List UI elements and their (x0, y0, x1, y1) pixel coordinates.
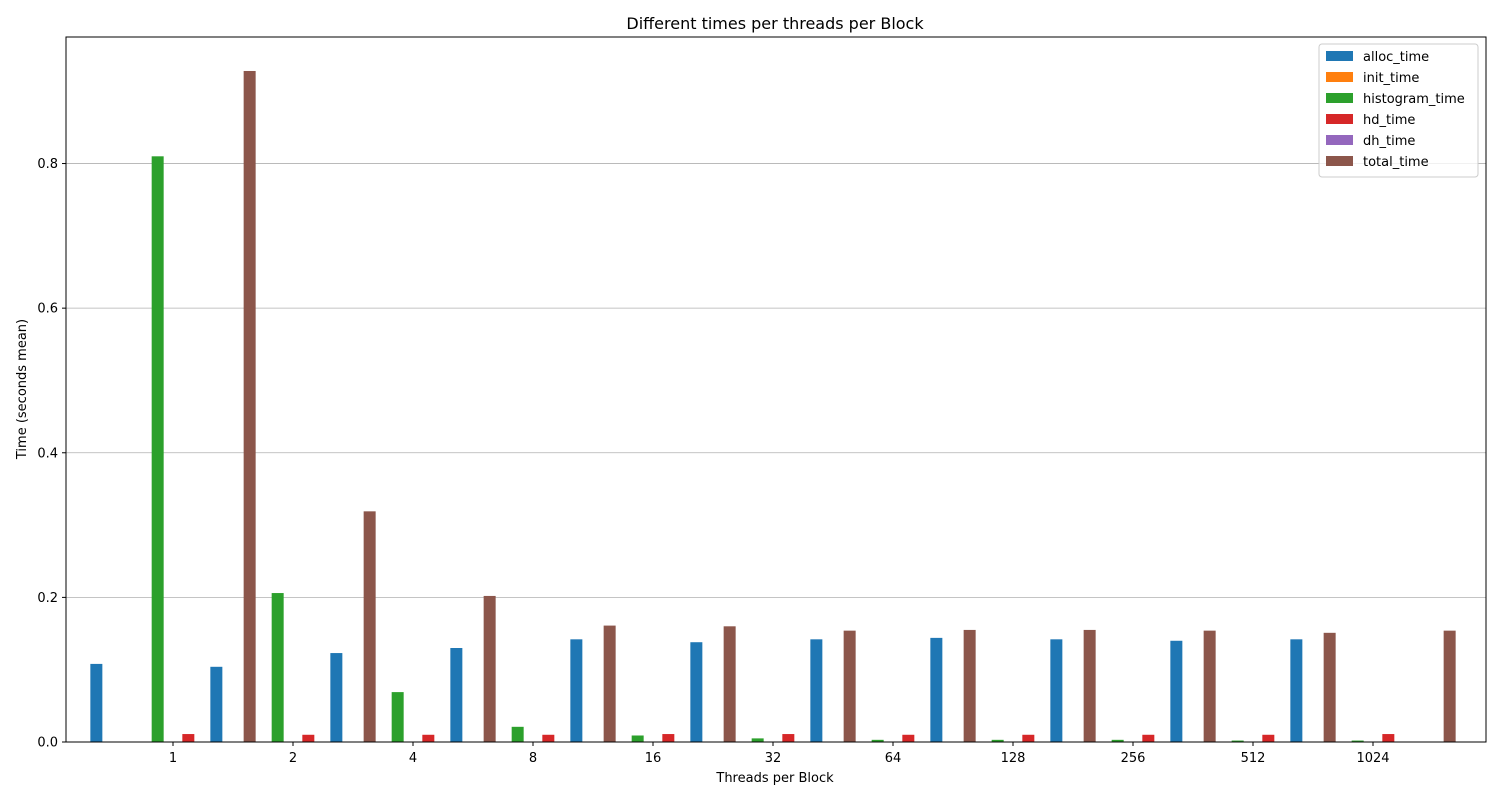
legend-box (1318, 43, 1479, 178)
x-tick-label: 64 (885, 751, 902, 766)
bar-alloc_time-1 (90, 663, 103, 742)
bar-histogram_time-4 (391, 692, 404, 742)
bars (90, 70, 1456, 743)
bar-alloc_time-512 (1170, 640, 1183, 742)
x-tick-label: 2 (289, 751, 297, 766)
legend-swatch-init_time (1326, 72, 1353, 82)
y-tick-label: 0.4 (37, 446, 58, 461)
bar-hd_time-128 (1022, 734, 1035, 742)
bar-total_time-32 (843, 630, 856, 742)
x-tick-label: 4 (409, 751, 417, 766)
bar-alloc_time-4 (330, 653, 343, 742)
chart-title: Different times per threads per Block (626, 14, 924, 33)
bar-histogram_time-2 (271, 593, 284, 742)
bar-alloc_time-128 (930, 637, 943, 742)
bar-histogram_time-64 (871, 739, 884, 742)
bar-total_time-128 (1083, 629, 1096, 742)
x-tick-label: 128 (1001, 751, 1026, 766)
bar-total_time-2 (363, 511, 376, 742)
y-tick-label: 0.6 (37, 302, 58, 317)
x-tick-label: 16 (645, 751, 662, 766)
bar-hd_time-1024 (1382, 734, 1395, 742)
y-tick-label: 0.8 (37, 157, 58, 172)
x-tick-label: 512 (1241, 751, 1266, 766)
bar-alloc_time-32 (690, 642, 703, 742)
bar-alloc_time-8 (450, 648, 463, 742)
bar-hd_time-512 (1262, 734, 1275, 742)
legend-label-hd_time: hd_time (1363, 113, 1415, 128)
bar-histogram_time-512 (1231, 740, 1244, 742)
legend-label-alloc_time: alloc_time (1363, 50, 1429, 65)
legend-swatch-total_time (1326, 156, 1353, 166)
x-axis-ticks: 1 2 4 8 16 32 64 128 256 512 1024 (169, 742, 1390, 766)
y-tick-label: 0.0 (37, 736, 58, 751)
legend-swatch-dh_time (1326, 135, 1353, 145)
legend-swatch-histogram_time (1326, 93, 1353, 103)
bar-histogram_time-1024 (1351, 740, 1364, 742)
bar-histogram_time-32 (751, 738, 764, 742)
bar-total_time-8 (603, 625, 616, 742)
bar-alloc_time-64 (810, 639, 823, 742)
legend-label-dh_time: dh_time (1363, 134, 1415, 149)
x-tick-label: 256 (1121, 751, 1146, 766)
legend-label-histogram_time: histogram_time (1363, 92, 1465, 107)
bar-histogram_time-128 (991, 739, 1004, 742)
bar-total_time-1024 (1443, 630, 1456, 742)
y-axis-label: Time (seconds mean) (15, 319, 30, 460)
bar-hd_time-64 (902, 734, 915, 742)
bar-total_time-4 (483, 595, 496, 742)
x-axis-label: Threads per Block (715, 771, 834, 786)
legend-swatch-alloc_time (1326, 51, 1353, 61)
bar-total_time-1 (243, 70, 256, 742)
bar-hd_time-8 (542, 734, 555, 742)
bar-histogram_time-256 (1111, 739, 1124, 742)
bar-total_time-16 (723, 626, 736, 742)
bar-alloc_time-16 (570, 639, 583, 742)
bar-hd_time-2 (302, 734, 315, 742)
x-tick-label: 1 (169, 751, 177, 766)
x-tick-label: 1024 (1356, 751, 1389, 766)
y-tick-label: 0.2 (37, 591, 58, 606)
bar-alloc_time-2 (210, 666, 223, 742)
bar-histogram_time-16 (631, 735, 644, 742)
y-axis-ticks: 0.0 0.2 0.4 0.6 0.8 (37, 157, 66, 751)
bar-total_time-64 (963, 629, 976, 742)
bar-hd_time-1 (182, 734, 195, 742)
bar-histogram_time-1 (151, 156, 164, 743)
bar-hd_time-4 (422, 734, 435, 742)
plot-frame (65, 36, 1487, 743)
bar-hd_time-256 (1142, 734, 1155, 742)
legend-swatch-hd_time (1326, 114, 1353, 124)
bar-total_time-512 (1323, 632, 1336, 742)
bar-alloc_time-1024 (1290, 639, 1303, 742)
bar-histogram_time-8 (511, 726, 524, 742)
x-tick-label: 32 (765, 751, 782, 766)
legend-label-init_time: init_time (1363, 71, 1419, 86)
x-tick-label: 8 (529, 751, 537, 766)
legend: alloc_time init_time histogram_time hd_time… (1318, 43, 1479, 178)
bar-hd_time-16 (662, 734, 675, 742)
bar-alloc_time-256 (1050, 639, 1063, 742)
gridlines (66, 163, 1486, 598)
bar-hd_time-32 (782, 734, 795, 742)
bar-total_time-256 (1203, 630, 1216, 742)
legend-label-total_time: total_time (1363, 155, 1429, 170)
